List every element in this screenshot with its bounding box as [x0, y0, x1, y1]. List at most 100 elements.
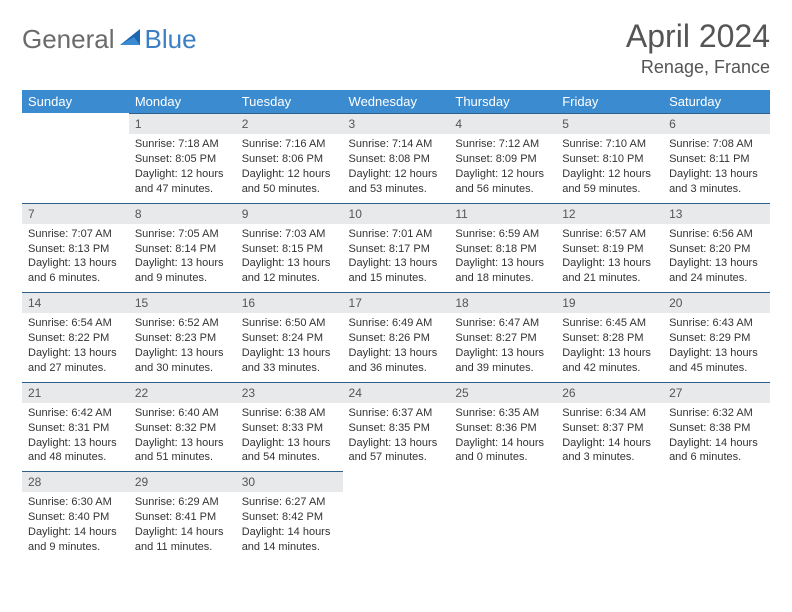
- day-info: Sunrise: 6:37 AMSunset: 8:35 PMDaylight:…: [343, 403, 450, 471]
- sunrise-text: Sunrise: 6:38 AM: [242, 406, 337, 421]
- daylight-text: Daylight: 13 hours and 42 minutes.: [562, 346, 657, 376]
- day-number: 17: [343, 293, 450, 313]
- daylight-text: Daylight: 13 hours and 33 minutes.: [242, 346, 337, 376]
- calendar-cell: 26Sunrise: 6:34 AMSunset: 8:37 PMDayligh…: [556, 382, 663, 472]
- sunrise-text: Sunrise: 6:50 AM: [242, 316, 337, 331]
- daylight-text: Daylight: 13 hours and 6 minutes.: [28, 256, 123, 286]
- day-number: 14: [22, 293, 129, 313]
- calendar-cell: 5Sunrise: 7:10 AMSunset: 8:10 PMDaylight…: [556, 113, 663, 203]
- daylight-text: Daylight: 14 hours and 3 minutes.: [562, 436, 657, 466]
- day-info: Sunrise: 6:49 AMSunset: 8:26 PMDaylight:…: [343, 313, 450, 381]
- day-number: 26: [556, 383, 663, 403]
- day-number: 6: [663, 114, 770, 134]
- sunset-text: Sunset: 8:35 PM: [349, 421, 444, 436]
- sunrise-text: Sunrise: 6:29 AM: [135, 495, 230, 510]
- sunset-text: Sunset: 8:42 PM: [242, 510, 337, 525]
- page-title: April 2024: [626, 18, 770, 55]
- calendar-body: 1Sunrise: 7:18 AMSunset: 8:05 PMDaylight…: [22, 113, 770, 561]
- day-info: Sunrise: 7:08 AMSunset: 8:11 PMDaylight:…: [663, 134, 770, 202]
- calendar-cell: 20Sunrise: 6:43 AMSunset: 8:29 PMDayligh…: [663, 292, 770, 382]
- calendar-cell: 24Sunrise: 6:37 AMSunset: 8:35 PMDayligh…: [343, 382, 450, 472]
- day-number: 3: [343, 114, 450, 134]
- daylight-text: Daylight: 14 hours and 0 minutes.: [455, 436, 550, 466]
- calendar-cell: 18Sunrise: 6:47 AMSunset: 8:27 PMDayligh…: [449, 292, 556, 382]
- day-number: 21: [22, 383, 129, 403]
- sunset-text: Sunset: 8:36 PM: [455, 421, 550, 436]
- day-number: 30: [236, 472, 343, 492]
- brand-part2: Blue: [145, 24, 197, 55]
- sunrise-text: Sunrise: 6:40 AM: [135, 406, 230, 421]
- daylight-text: Daylight: 13 hours and 18 minutes.: [455, 256, 550, 286]
- day-number: 23: [236, 383, 343, 403]
- sunset-text: Sunset: 8:14 PM: [135, 242, 230, 257]
- day-number: 4: [449, 114, 556, 134]
- daylight-text: Daylight: 13 hours and 54 minutes.: [242, 436, 337, 466]
- day-info: Sunrise: 7:10 AMSunset: 8:10 PMDaylight:…: [556, 134, 663, 202]
- day-number: 12: [556, 204, 663, 224]
- sunrise-text: Sunrise: 7:08 AM: [669, 137, 764, 152]
- calendar-cell: 15Sunrise: 6:52 AMSunset: 8:23 PMDayligh…: [129, 292, 236, 382]
- day-info: Sunrise: 7:01 AMSunset: 8:17 PMDaylight:…: [343, 224, 450, 292]
- calendar-cell: 16Sunrise: 6:50 AMSunset: 8:24 PMDayligh…: [236, 292, 343, 382]
- calendar-cell: 23Sunrise: 6:38 AMSunset: 8:33 PMDayligh…: [236, 382, 343, 472]
- sunset-text: Sunset: 8:38 PM: [669, 421, 764, 436]
- calendar-cell: 9Sunrise: 7:03 AMSunset: 8:15 PMDaylight…: [236, 203, 343, 293]
- day-number: 8: [129, 204, 236, 224]
- sunrise-text: Sunrise: 6:52 AM: [135, 316, 230, 331]
- sunrise-text: Sunrise: 6:45 AM: [562, 316, 657, 331]
- daylight-text: Daylight: 13 hours and 9 minutes.: [135, 256, 230, 286]
- sunrise-text: Sunrise: 7:07 AM: [28, 227, 123, 242]
- calendar-cell: 12Sunrise: 6:57 AMSunset: 8:19 PMDayligh…: [556, 203, 663, 293]
- day-number: 11: [449, 204, 556, 224]
- sunset-text: Sunset: 8:28 PM: [562, 331, 657, 346]
- day-number: 29: [129, 472, 236, 492]
- calendar-week-row: 14Sunrise: 6:54 AMSunset: 8:22 PMDayligh…: [22, 292, 770, 382]
- calendar-cell: 7Sunrise: 7:07 AMSunset: 8:13 PMDaylight…: [22, 203, 129, 293]
- calendar-cell: [449, 471, 556, 561]
- day-info: Sunrise: 6:57 AMSunset: 8:19 PMDaylight:…: [556, 224, 663, 292]
- day-info: Sunrise: 6:45 AMSunset: 8:28 PMDaylight:…: [556, 313, 663, 381]
- calendar-cell: 6Sunrise: 7:08 AMSunset: 8:11 PMDaylight…: [663, 113, 770, 203]
- brand-triangle-icon: [120, 27, 142, 52]
- sunrise-text: Sunrise: 6:59 AM: [455, 227, 550, 242]
- daylight-text: Daylight: 14 hours and 14 minutes.: [242, 525, 337, 555]
- day-number: 25: [449, 383, 556, 403]
- daylight-text: Daylight: 14 hours and 11 minutes.: [135, 525, 230, 555]
- daylight-text: Daylight: 13 hours and 27 minutes.: [28, 346, 123, 376]
- daylight-text: Daylight: 13 hours and 57 minutes.: [349, 436, 444, 466]
- brand-logo: General Blue: [22, 24, 197, 55]
- sunset-text: Sunset: 8:15 PM: [242, 242, 337, 257]
- day-info: Sunrise: 7:07 AMSunset: 8:13 PMDaylight:…: [22, 224, 129, 292]
- day-info: Sunrise: 7:12 AMSunset: 8:09 PMDaylight:…: [449, 134, 556, 202]
- day-info: Sunrise: 6:30 AMSunset: 8:40 PMDaylight:…: [22, 492, 129, 560]
- calendar-cell: 3Sunrise: 7:14 AMSunset: 8:08 PMDaylight…: [343, 113, 450, 203]
- sunrise-text: Sunrise: 6:37 AM: [349, 406, 444, 421]
- daylight-text: Daylight: 13 hours and 3 minutes.: [669, 167, 764, 197]
- sunset-text: Sunset: 8:05 PM: [135, 152, 230, 167]
- calendar-cell: 25Sunrise: 6:35 AMSunset: 8:36 PMDayligh…: [449, 382, 556, 472]
- day-number: 22: [129, 383, 236, 403]
- sunrise-text: Sunrise: 7:05 AM: [135, 227, 230, 242]
- sunrise-text: Sunrise: 6:32 AM: [669, 406, 764, 421]
- weekday-header: Thursday: [449, 90, 556, 113]
- header: General Blue April 2024 Renage, France: [22, 18, 770, 78]
- day-info: Sunrise: 6:54 AMSunset: 8:22 PMDaylight:…: [22, 313, 129, 381]
- sunset-text: Sunset: 8:26 PM: [349, 331, 444, 346]
- calendar-cell: 14Sunrise: 6:54 AMSunset: 8:22 PMDayligh…: [22, 292, 129, 382]
- calendar-cell: 11Sunrise: 6:59 AMSunset: 8:18 PMDayligh…: [449, 203, 556, 293]
- calendar-week-row: 28Sunrise: 6:30 AMSunset: 8:40 PMDayligh…: [22, 471, 770, 561]
- day-info: Sunrise: 7:05 AMSunset: 8:14 PMDaylight:…: [129, 224, 236, 292]
- sunrise-text: Sunrise: 7:03 AM: [242, 227, 337, 242]
- day-number: 9: [236, 204, 343, 224]
- sunset-text: Sunset: 8:17 PM: [349, 242, 444, 257]
- calendar-cell: 29Sunrise: 6:29 AMSunset: 8:41 PMDayligh…: [129, 471, 236, 561]
- location-label: Renage, France: [626, 57, 770, 78]
- sunset-text: Sunset: 8:08 PM: [349, 152, 444, 167]
- sunset-text: Sunset: 8:24 PM: [242, 331, 337, 346]
- daylight-text: Daylight: 12 hours and 50 minutes.: [242, 167, 337, 197]
- calendar-cell: 13Sunrise: 6:56 AMSunset: 8:20 PMDayligh…: [663, 203, 770, 293]
- brand-part1: General: [22, 24, 115, 55]
- calendar-cell: 21Sunrise: 6:42 AMSunset: 8:31 PMDayligh…: [22, 382, 129, 472]
- day-number: 15: [129, 293, 236, 313]
- sunrise-text: Sunrise: 6:49 AM: [349, 316, 444, 331]
